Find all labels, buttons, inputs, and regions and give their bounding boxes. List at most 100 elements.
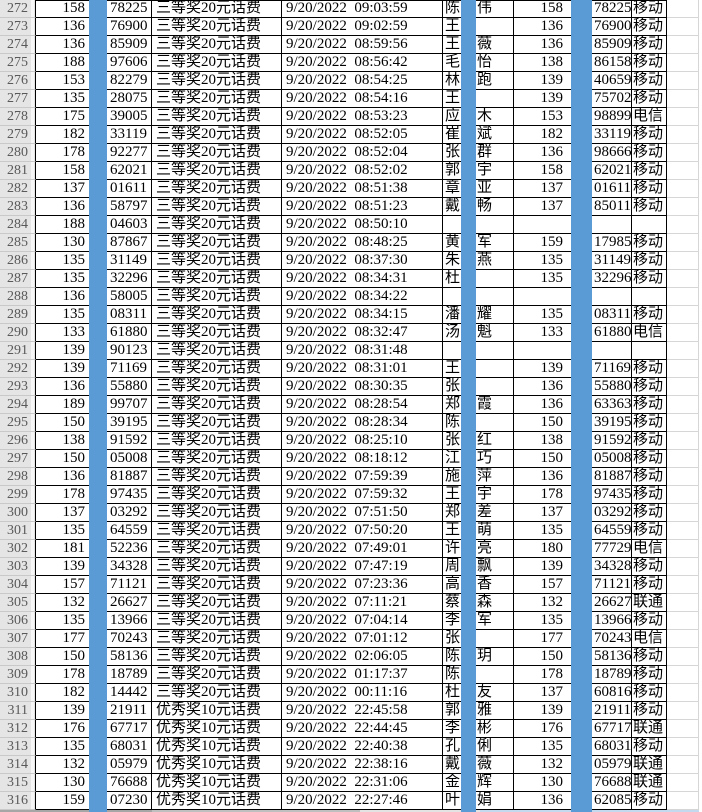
name-cell[interactable]: 郭 雅	[443, 702, 514, 720]
empty-cell[interactable]	[667, 576, 699, 594]
prize-cell[interactable]: 三等奖20元话费	[152, 522, 282, 540]
row-header-cell[interactable]: 307	[0, 630, 36, 648]
empty-cell[interactable]	[667, 630, 699, 648]
name-cell[interactable]: 李 彬	[443, 720, 514, 738]
empty-cell[interactable]	[667, 72, 699, 90]
datetime-cell[interactable]: 9/20/2022 07:23:36	[282, 576, 443, 594]
empty-cell[interactable]	[667, 486, 699, 504]
row-header-cell[interactable]: 288	[0, 288, 36, 306]
carrier-cell[interactable]: 联通	[632, 774, 667, 792]
carrier-cell[interactable]: 移动	[632, 612, 667, 630]
empty-cell[interactable]	[667, 198, 699, 216]
prize-cell[interactable]: 三等奖20元话费	[152, 576, 282, 594]
datetime-cell[interactable]: 9/20/2022 08:18:12	[282, 450, 443, 468]
carrier-cell[interactable]: 移动	[632, 144, 667, 162]
empty-cell[interactable]	[667, 18, 699, 36]
row-header-cell[interactable]: 301	[0, 522, 36, 540]
prize-cell[interactable]: 三等奖20元话费	[152, 648, 282, 666]
empty-cell[interactable]	[667, 108, 699, 126]
empty-cell[interactable]	[667, 126, 699, 144]
datetime-cell[interactable]: 9/20/2022 08:30:35	[282, 378, 443, 396]
datetime-cell[interactable]: 9/20/2022 07:01:12	[282, 630, 443, 648]
carrier-cell[interactable]: 移动	[632, 162, 667, 180]
prize-cell[interactable]: 三等奖20元话费	[152, 450, 282, 468]
name-cell[interactable]: 张 红	[443, 432, 514, 450]
datetime-cell[interactable]: 9/20/2022 08:56:42	[282, 54, 443, 72]
name-cell[interactable]: 施 萍	[443, 468, 514, 486]
empty-cell[interactable]	[667, 558, 699, 576]
name-cell[interactable]: 戴 畅	[443, 198, 514, 216]
row-header-cell[interactable]: 313	[0, 738, 36, 756]
empty-cell[interactable]	[667, 54, 699, 72]
empty-cell[interactable]	[667, 738, 699, 756]
datetime-cell[interactable]: 9/20/2022 08:34:15	[282, 306, 443, 324]
empty-cell[interactable]	[667, 684, 699, 702]
prize-cell[interactable]: 三等奖20元话费	[152, 54, 282, 72]
carrier-cell[interactable]: 移动	[632, 738, 667, 756]
name-cell[interactable]: 陈	[443, 666, 514, 684]
row-header-cell[interactable]: 308	[0, 648, 36, 666]
carrier-cell[interactable]: 移动	[632, 0, 667, 18]
row-header-cell[interactable]: 296	[0, 432, 36, 450]
row-header-cell[interactable]: 304	[0, 576, 36, 594]
empty-cell[interactable]	[667, 468, 699, 486]
prize-cell[interactable]: 三等奖20元话费	[152, 108, 282, 126]
empty-cell[interactable]	[667, 144, 699, 162]
name-cell[interactable]: 杜	[443, 270, 514, 288]
row-header-cell[interactable]: 297	[0, 450, 36, 468]
prize-cell[interactable]: 三等奖20元话费	[152, 0, 282, 18]
datetime-cell[interactable]: 9/20/2022 22:44:45	[282, 720, 443, 738]
empty-cell[interactable]	[667, 702, 699, 720]
phone1-cell[interactable]: 130 76688	[36, 774, 152, 792]
row-header-cell[interactable]: 282	[0, 180, 36, 198]
prize-cell[interactable]: 三等奖20元话费	[152, 396, 282, 414]
name-cell[interactable]: 蔡 森	[443, 594, 514, 612]
prize-cell[interactable]: 三等奖20元话费	[152, 630, 282, 648]
row-header-cell[interactable]: 316	[0, 792, 36, 810]
empty-cell[interactable]	[667, 666, 699, 684]
name-cell[interactable]: 陈 伟	[443, 0, 514, 18]
name-cell[interactable]: 崔 斌	[443, 126, 514, 144]
carrier-cell[interactable]: 联通	[632, 720, 667, 738]
carrier-cell[interactable]: 移动	[632, 180, 667, 198]
carrier-cell[interactable]: 联通	[632, 756, 667, 774]
row-header-cell[interactable]: 299	[0, 486, 36, 504]
row-header-cell[interactable]: 295	[0, 414, 36, 432]
name-cell[interactable]: 汤 魁	[443, 324, 514, 342]
prize-cell[interactable]: 三等奖20元话费	[152, 360, 282, 378]
row-header-cell[interactable]: 292	[0, 360, 36, 378]
prize-cell[interactable]: 三等奖20元话费	[152, 90, 282, 108]
prize-cell[interactable]: 三等奖20元话费	[152, 342, 282, 360]
row-header-cell[interactable]: 274	[0, 36, 36, 54]
carrier-cell[interactable]: 电信	[632, 108, 667, 126]
carrier-cell[interactable]: 移动	[632, 702, 667, 720]
prize-cell[interactable]: 三等奖20元话费	[152, 684, 282, 702]
name-cell[interactable]: 郭 宇	[443, 162, 514, 180]
name-cell[interactable]	[443, 288, 514, 306]
carrier-cell[interactable]	[632, 342, 667, 360]
row-header-cell[interactable]: 290	[0, 324, 36, 342]
empty-cell[interactable]	[667, 504, 699, 522]
prize-cell[interactable]: 三等奖20元话费	[152, 504, 282, 522]
carrier-cell[interactable]: 移动	[632, 396, 667, 414]
name-cell[interactable]: 郑 差	[443, 504, 514, 522]
name-cell[interactable]: 黄 军	[443, 234, 514, 252]
row-header-cell[interactable]: 300	[0, 504, 36, 522]
name-cell[interactable]: 王	[443, 90, 514, 108]
datetime-cell[interactable]: 9/20/2022 08:32:47	[282, 324, 443, 342]
row-header-cell[interactable]: 279	[0, 126, 36, 144]
carrier-cell[interactable]: 移动	[632, 90, 667, 108]
row-header-cell[interactable]: 314	[0, 756, 36, 774]
row-header-cell[interactable]: 272	[0, 0, 36, 18]
carrier-cell[interactable]: 移动	[632, 72, 667, 90]
carrier-cell[interactable]	[632, 216, 667, 234]
row-header-cell[interactable]: 305	[0, 594, 36, 612]
name-cell[interactable]: 江 巧	[443, 450, 514, 468]
prize-cell[interactable]: 三等奖20元话费	[152, 306, 282, 324]
name-cell[interactable]: 林 跑	[443, 72, 514, 90]
carrier-cell[interactable]: 移动	[632, 18, 667, 36]
name-cell[interactable]: 周 飘	[443, 558, 514, 576]
carrier-cell[interactable]: 移动	[632, 198, 667, 216]
datetime-cell[interactable]: 9/20/2022 08:28:34	[282, 414, 443, 432]
name-cell[interactable]: 高 香	[443, 576, 514, 594]
